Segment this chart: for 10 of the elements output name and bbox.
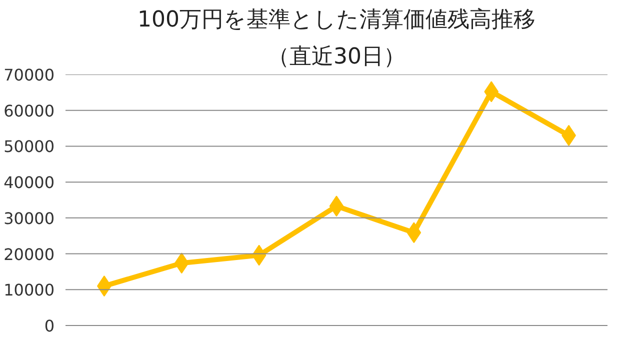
chart-subtitle: （直近30日） — [268, 44, 406, 70]
y-tick-label: 10000 — [4, 280, 55, 300]
y-tick-label: 60000 — [4, 101, 55, 120]
chart-title: 100万円を基準とした清算価値残高推移 — [138, 8, 536, 32]
y-tick-label: 50000 — [4, 137, 55, 156]
y-tick-label: 30000 — [4, 208, 55, 228]
y-tick-label: 20000 — [4, 244, 55, 264]
y-tick-label: 0 — [44, 316, 55, 336]
y-tick-label: 70000 — [4, 66, 55, 84]
y-tick-label: 40000 — [4, 173, 55, 192]
